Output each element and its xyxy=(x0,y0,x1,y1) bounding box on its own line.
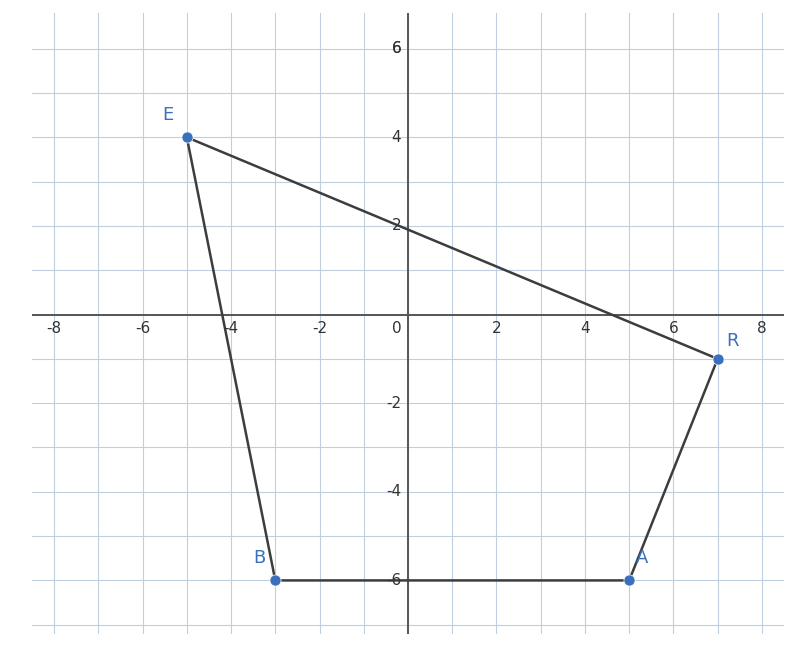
Text: -2: -2 xyxy=(312,321,327,336)
Text: A: A xyxy=(636,549,648,567)
Text: 6: 6 xyxy=(392,41,402,56)
Text: -4: -4 xyxy=(223,321,238,336)
Text: 4: 4 xyxy=(392,130,402,145)
Text: -6: -6 xyxy=(386,573,402,588)
Text: 4: 4 xyxy=(580,321,590,336)
Text: 8: 8 xyxy=(757,321,766,336)
Text: E: E xyxy=(162,106,174,124)
Text: 2: 2 xyxy=(492,321,502,336)
Text: -8: -8 xyxy=(46,321,62,336)
Text: -2: -2 xyxy=(386,395,402,411)
Text: -6: -6 xyxy=(135,321,150,336)
Text: -4: -4 xyxy=(386,484,402,500)
Text: B: B xyxy=(253,549,266,567)
Text: 0: 0 xyxy=(392,321,402,336)
Text: R: R xyxy=(726,332,739,350)
Text: 6: 6 xyxy=(669,321,678,336)
Text: 6: 6 xyxy=(392,41,402,56)
Text: 2: 2 xyxy=(392,218,402,234)
